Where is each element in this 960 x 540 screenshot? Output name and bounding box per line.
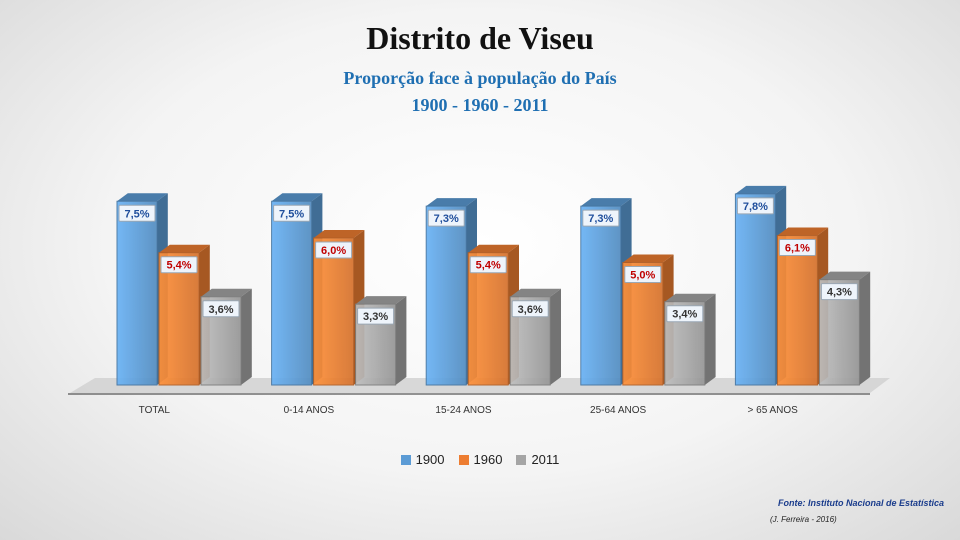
bar-top bbox=[664, 293, 716, 302]
legend-swatch bbox=[516, 454, 527, 465]
data-label: 5,4% bbox=[476, 260, 501, 272]
data-label: 7,8% bbox=[743, 201, 768, 213]
data-label-box bbox=[511, 300, 549, 318]
chart-subtitle: Proporção face à população do País bbox=[343, 68, 617, 88]
data-label: 4,3% bbox=[827, 287, 852, 299]
bar-side bbox=[241, 288, 252, 385]
bar-front bbox=[425, 205, 467, 386]
data-label: 3,6% bbox=[208, 304, 233, 316]
chart-years: 1900 - 1960 - 2011 bbox=[411, 95, 549, 115]
data-label-box bbox=[118, 204, 156, 222]
bar-top bbox=[159, 244, 210, 253]
x-tick-label: 25-64 ANOS bbox=[590, 405, 646, 416]
data-label: 7,3% bbox=[588, 213, 613, 225]
bar-top bbox=[117, 193, 168, 202]
bar-top bbox=[313, 230, 365, 238]
bar-front bbox=[776, 235, 818, 386]
legend-label: 2011 bbox=[531, 452, 560, 467]
legend-swatch bbox=[458, 454, 469, 465]
data-label-box bbox=[202, 300, 240, 318]
bar-side bbox=[550, 288, 561, 385]
data-label-box bbox=[736, 197, 774, 215]
chart-title: Distrito de Viseu bbox=[366, 20, 594, 56]
data-label-box bbox=[624, 266, 662, 283]
bar-side bbox=[704, 293, 716, 385]
legend: 1900 1960 2011 bbox=[0, 452, 960, 467]
bar-top bbox=[426, 198, 477, 207]
data-label-box bbox=[273, 204, 311, 222]
data-label-box bbox=[315, 241, 353, 259]
data-label: 7,3% bbox=[434, 213, 459, 225]
bar-top bbox=[201, 288, 252, 297]
data-label-box bbox=[666, 305, 704, 323]
bar-front bbox=[580, 205, 622, 386]
data-label: 5,4% bbox=[166, 260, 191, 272]
bar-top bbox=[271, 193, 323, 202]
bar-front bbox=[467, 252, 509, 386]
bar-top bbox=[777, 227, 829, 236]
data-label: 5,0% bbox=[630, 270, 655, 282]
bar-top bbox=[622, 254, 674, 263]
bar-top bbox=[510, 288, 561, 297]
bar-top bbox=[355, 296, 407, 305]
data-label-box bbox=[357, 307, 395, 325]
bar-top bbox=[468, 244, 519, 253]
source-note: Fonte: Instituto Nacional de Estatística bbox=[777, 498, 944, 508]
legend-label: 1960 bbox=[473, 452, 503, 467]
legend-swatch bbox=[400, 454, 411, 465]
data-label: 3,4% bbox=[672, 309, 697, 321]
legend-item-1900: 1900 bbox=[400, 452, 445, 467]
bar-top bbox=[580, 198, 632, 207]
legend-item-2011: 2011 bbox=[516, 452, 559, 467]
data-label-box bbox=[778, 239, 816, 257]
data-label: 7,5% bbox=[279, 208, 304, 220]
data-label: 6,0% bbox=[321, 245, 346, 257]
bar-front bbox=[734, 193, 776, 386]
bar-front bbox=[271, 200, 313, 386]
bar-top bbox=[819, 271, 871, 280]
data-label: 6,1% bbox=[785, 243, 810, 255]
x-tick-label: > 65 ANOS bbox=[748, 405, 799, 416]
x-tick-label: 15-24 ANOS bbox=[435, 405, 491, 416]
data-label-box bbox=[160, 256, 198, 274]
bar-front bbox=[313, 237, 355, 386]
data-label: 7,5% bbox=[124, 208, 149, 220]
legend-item-1960: 1960 bbox=[458, 452, 503, 467]
bar-front bbox=[116, 200, 158, 386]
author-note: (J. Ferreira - 2016) bbox=[770, 515, 837, 524]
bar-side bbox=[859, 271, 871, 385]
bar-front bbox=[158, 252, 200, 386]
data-label-box bbox=[427, 209, 465, 227]
bar-side bbox=[395, 296, 407, 385]
data-label-box bbox=[469, 256, 507, 274]
data-label-box bbox=[820, 283, 858, 301]
x-tick-label: 0-14 ANOS bbox=[284, 405, 335, 416]
data-label-box bbox=[582, 209, 620, 227]
x-tick-label: TOTAL bbox=[139, 405, 171, 416]
data-label: 3,3% bbox=[363, 311, 388, 323]
data-label: 3,6% bbox=[518, 304, 543, 316]
legend-label: 1900 bbox=[415, 452, 445, 467]
bar-top bbox=[735, 185, 787, 194]
